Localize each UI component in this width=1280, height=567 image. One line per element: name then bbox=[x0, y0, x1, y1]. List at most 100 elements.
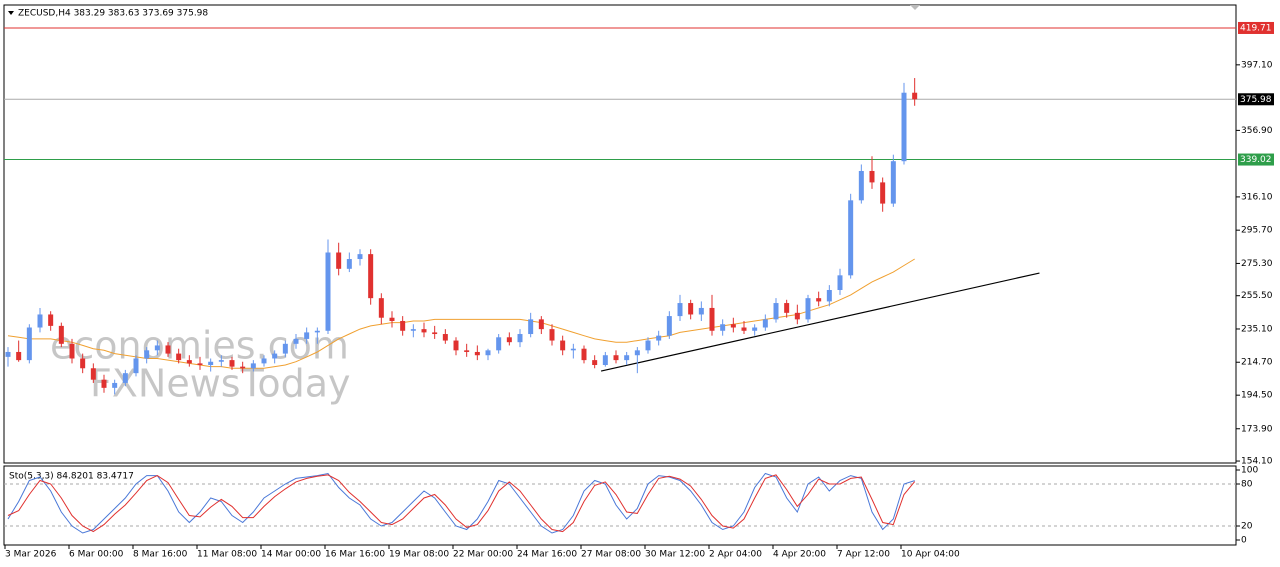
candle-body bbox=[453, 340, 459, 351]
y-tick-label: 275.30 bbox=[1241, 259, 1273, 269]
candle-body bbox=[837, 275, 843, 291]
candle-body bbox=[80, 358, 86, 369]
sub-y-tick-label: 100 bbox=[1241, 466, 1258, 476]
candle-body bbox=[517, 334, 523, 343]
candle-body bbox=[613, 355, 619, 361]
sub-frame bbox=[3, 465, 1237, 546]
x-tick-label: 4 Apr 20:00 bbox=[773, 550, 826, 560]
y-tick-label: 255.50 bbox=[1241, 291, 1273, 301]
candle-body bbox=[570, 348, 576, 351]
price-tag bbox=[1238, 93, 1274, 106]
candle-body bbox=[5, 351, 11, 357]
candle-body bbox=[666, 316, 672, 336]
candle-body bbox=[506, 337, 512, 343]
price-tag bbox=[1238, 153, 1274, 166]
candle-body bbox=[549, 329, 555, 341]
candle-body bbox=[656, 335, 662, 341]
candle-body bbox=[784, 303, 790, 313]
price-tag-label: 419.71 bbox=[1240, 23, 1272, 33]
x-tick-label: 7 Apr 12:00 bbox=[837, 550, 890, 560]
candle-body bbox=[752, 327, 758, 331]
candle-body bbox=[826, 290, 832, 302]
menu-arrow[interactable] bbox=[8, 11, 14, 15]
candle-body bbox=[304, 332, 310, 339]
candle-body bbox=[240, 366, 246, 369]
candle-body bbox=[314, 330, 320, 333]
y-tick-label: 154.10 bbox=[1241, 457, 1273, 467]
x-tick-label: 10 Apr 04:00 bbox=[901, 550, 960, 560]
y-tick-label: 214.70 bbox=[1241, 358, 1273, 368]
candle-body bbox=[805, 298, 811, 320]
x-tick-label: 14 Mar 00:00 bbox=[261, 550, 321, 560]
candle-body bbox=[677, 303, 683, 317]
x-tick-label: 16 Mar 16:00 bbox=[325, 550, 385, 560]
candle-body bbox=[442, 334, 448, 341]
candle-body bbox=[325, 252, 331, 331]
candle-body bbox=[357, 254, 363, 260]
candle-body bbox=[560, 340, 566, 351]
candle-body bbox=[37, 314, 43, 328]
candle-body bbox=[421, 329, 427, 333]
x-tick-label: 27 Mar 08:00 bbox=[581, 550, 641, 560]
candle-body bbox=[26, 327, 32, 361]
candle-body bbox=[901, 92, 907, 162]
price-tag-label: 375.98 bbox=[1240, 95, 1272, 105]
x-tick-label: 22 Mar 00:00 bbox=[453, 550, 513, 560]
candle-body bbox=[773, 303, 779, 320]
sub-y-tick-label: 0 bbox=[1241, 536, 1247, 546]
candle-body bbox=[816, 298, 822, 302]
indicator-header: Sto(5,3,3) 84.8201 83.4717 bbox=[9, 472, 134, 482]
candle-body bbox=[186, 360, 192, 364]
symbol-header: ZECUSD,H4 383.29 383.63 373.69 375.98 bbox=[18, 9, 208, 19]
candle-body bbox=[261, 358, 267, 364]
candle-body bbox=[858, 170, 864, 201]
candle-body bbox=[730, 324, 736, 328]
candle-body bbox=[688, 303, 694, 315]
candle-body bbox=[368, 254, 374, 299]
candle-body bbox=[496, 337, 502, 351]
candle-body bbox=[133, 358, 139, 374]
candle-body bbox=[229, 360, 235, 367]
candle-body bbox=[645, 340, 651, 351]
shift-marker bbox=[910, 5, 920, 10]
candle-body bbox=[112, 382, 118, 388]
y-tick-label: 295.70 bbox=[1241, 226, 1273, 236]
y-tick-label: 397.10 bbox=[1241, 60, 1273, 70]
candle-body bbox=[880, 182, 886, 204]
watermark: FXNewsToday bbox=[90, 362, 350, 406]
candle-body bbox=[250, 363, 256, 369]
candle-body bbox=[336, 252, 342, 269]
candle-body bbox=[485, 350, 491, 356]
candle-body bbox=[592, 360, 598, 366]
candle-body bbox=[389, 317, 395, 321]
y-tick-label: 316.10 bbox=[1241, 192, 1273, 202]
candle-body bbox=[709, 307, 715, 331]
candle-body bbox=[378, 298, 384, 318]
x-tick-label: 8 Mar 16:00 bbox=[133, 550, 188, 560]
candle-body bbox=[197, 363, 203, 366]
candle-body bbox=[890, 161, 896, 204]
price-tag-label: 339.02 bbox=[1240, 155, 1272, 165]
candle-body bbox=[154, 345, 160, 351]
candle-body bbox=[48, 314, 54, 326]
candle-body bbox=[90, 368, 96, 380]
candle-body bbox=[69, 343, 75, 359]
x-tick-label: 11 Mar 08:00 bbox=[197, 550, 257, 560]
candle-body bbox=[528, 319, 534, 335]
candle-body bbox=[176, 353, 182, 361]
candle-body bbox=[282, 343, 288, 354]
y-tick-label: 194.50 bbox=[1241, 391, 1273, 401]
candle-body bbox=[634, 350, 640, 356]
candle-body bbox=[272, 353, 278, 359]
stochastic-line bbox=[7, 472, 915, 534]
x-tick-label: 24 Mar 16:00 bbox=[517, 550, 577, 560]
candle-body bbox=[581, 348, 587, 361]
x-tick-label: 30 Mar 12:00 bbox=[645, 550, 705, 560]
sub-y-tick-label: 20 bbox=[1241, 522, 1253, 532]
candle-body bbox=[165, 345, 171, 354]
x-tick-label: 2 Apr 04:00 bbox=[709, 550, 762, 560]
candle-body bbox=[538, 319, 544, 330]
candle-body bbox=[144, 350, 150, 359]
candle-body bbox=[410, 329, 416, 331]
